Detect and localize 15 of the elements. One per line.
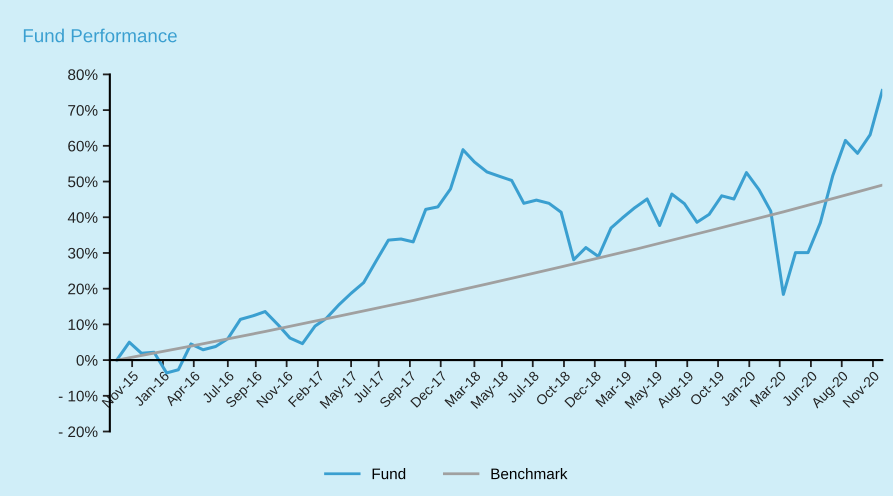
y-tick-label: 50% — [68, 176, 98, 188]
y-tick-label: 40% — [68, 212, 98, 223]
y-tick-label: 60% — [68, 140, 98, 152]
legend-label: Fund — [372, 468, 406, 480]
legend-label: Benchmark — [491, 468, 568, 480]
y-tick-label: 30% — [68, 248, 98, 259]
y-tick-label: - 10% — [58, 390, 98, 402]
y-tick-label: 10% — [68, 319, 98, 330]
y-tick-label: 20% — [68, 284, 98, 294]
line-series — [115, 184, 882, 362]
y-tick-label: - 20% — [58, 426, 98, 438]
y-tick-label: 70% — [68, 104, 98, 116]
y-tick-label: 80% — [68, 69, 98, 80]
y-tick-label: 0% — [76, 354, 98, 366]
chart-title: Fund Performance — [24, 28, 177, 42]
